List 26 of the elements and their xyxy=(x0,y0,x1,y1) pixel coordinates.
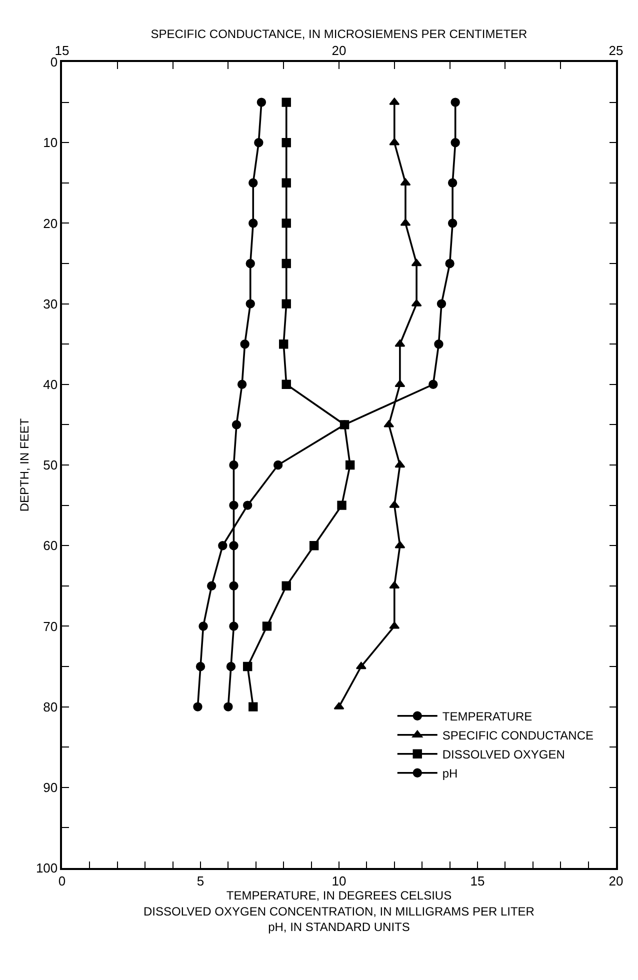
y-tick-label: 90 xyxy=(43,780,58,795)
x-tick-label: 10 xyxy=(332,873,346,888)
legend-label: DISSOLVED OXYGEN xyxy=(442,748,565,762)
legend-label: TEMPERATURE xyxy=(442,710,532,724)
y-tick-label: 80 xyxy=(43,699,58,714)
y-tick-label: 10 xyxy=(43,135,58,150)
y-tick-label: 100 xyxy=(36,860,58,876)
point xyxy=(356,662,366,670)
x-axis-title: TEMPERATURE, IN DEGREES CELSIUS DISSOLVED OXYGEN CONCENTRATION, IN MILLIGRAMS PER LITER pH, IN STANDARD UNITS xyxy=(144,888,535,934)
legend-label: SPECIFIC CONDUCTANCE xyxy=(442,728,594,743)
y-tick-label: 40 xyxy=(43,376,58,392)
x-tick-label: 5 xyxy=(196,873,204,888)
y-tick-label: 60 xyxy=(43,538,58,554)
x2-axis-title: SPECIFIC CONDUCTANCE, IN MICROSIEMENS PER CENTIMETER xyxy=(150,26,528,41)
point xyxy=(411,258,422,266)
x-tick-label: 15 xyxy=(470,873,485,888)
y-tick-label: 30 xyxy=(43,296,58,312)
y-tick-label: 70 xyxy=(43,618,58,634)
legend-label: pH xyxy=(442,766,458,781)
y-axis-title: DEPTH, IN FEET xyxy=(18,418,32,512)
y-tick-label: 50 xyxy=(43,458,58,473)
y-tick-label: 20 xyxy=(43,216,58,231)
point xyxy=(394,460,406,468)
x-tick-label: 20 xyxy=(608,873,624,888)
x2-tick-label: 25 xyxy=(608,43,624,58)
x2-tick-label: 20 xyxy=(332,43,346,58)
